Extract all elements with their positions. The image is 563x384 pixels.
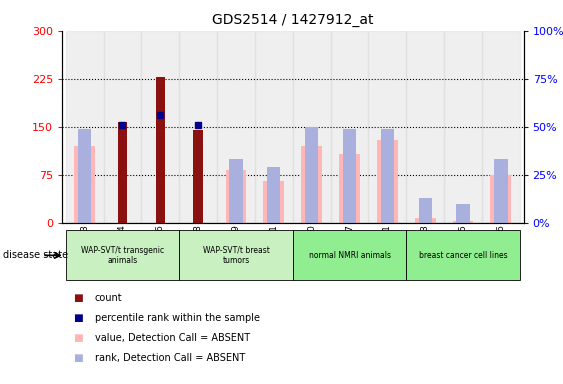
Bar [293,230,406,280]
Text: ■: ■ [73,293,83,303]
Bar [330,31,368,223]
Bar [490,175,511,223]
Bar [444,31,482,223]
Bar [226,170,247,223]
Bar [78,129,91,223]
Bar [255,31,293,223]
Bar [118,122,127,223]
Bar [179,230,293,280]
Text: ■: ■ [73,333,83,343]
Bar [263,181,284,223]
Bar [66,230,179,280]
Text: disease state: disease state [3,250,68,260]
Bar [368,31,406,223]
Bar [194,130,203,223]
Bar [301,146,322,223]
Text: rank, Detection Call = ABSENT: rank, Detection Call = ABSENT [95,353,245,362]
Bar [229,159,243,223]
Bar [66,31,104,223]
Bar [406,31,444,223]
Bar [418,198,432,223]
Title: GDS2514 / 1427912_at: GDS2514 / 1427912_at [212,13,373,27]
Bar [415,218,436,223]
Bar [406,230,520,280]
Text: percentile rank within the sample: percentile rank within the sample [95,313,260,323]
Bar [217,31,255,223]
Bar [494,159,507,223]
Bar [457,204,470,223]
Text: ■: ■ [73,353,83,362]
Text: WAP-SVT/t transgenic
animals: WAP-SVT/t transgenic animals [81,246,164,265]
Bar [339,154,360,223]
Bar [141,31,179,223]
Text: normal NMRI animals: normal NMRI animals [309,251,391,260]
Bar [155,77,165,223]
Bar [381,129,394,223]
Text: ■: ■ [73,313,83,323]
Text: count: count [95,293,122,303]
Text: breast cancer cell lines: breast cancer cell lines [419,251,507,260]
Bar [179,31,217,223]
Bar [267,167,280,223]
Bar [343,129,356,223]
Text: value, Detection Call = ABSENT: value, Detection Call = ABSENT [95,333,250,343]
Bar [453,221,473,223]
Bar [305,127,318,223]
Bar [74,146,95,223]
Bar [104,31,141,223]
Text: WAP-SVT/t breast
tumors: WAP-SVT/t breast tumors [203,246,270,265]
Bar [293,31,330,223]
Bar [482,31,520,223]
Bar [377,139,398,223]
